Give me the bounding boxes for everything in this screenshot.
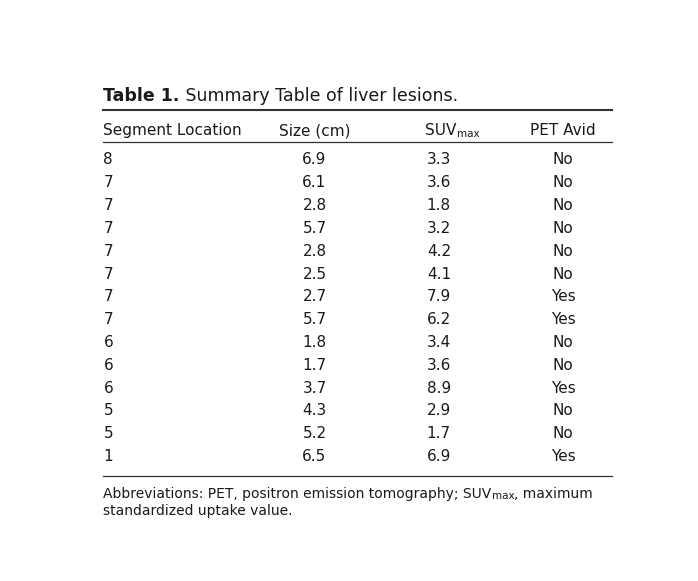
Text: No: No <box>553 152 574 167</box>
Text: No: No <box>553 221 574 236</box>
Text: Yes: Yes <box>551 289 576 304</box>
Text: 6: 6 <box>103 358 113 373</box>
Text: 7: 7 <box>103 198 113 213</box>
Text: 4.3: 4.3 <box>302 403 327 418</box>
Text: 7.9: 7.9 <box>426 289 451 304</box>
Text: 2.8: 2.8 <box>302 244 327 259</box>
Text: Summary Table of liver lesions.: Summary Table of liver lesions. <box>180 87 458 105</box>
Text: Yes: Yes <box>551 312 576 327</box>
Text: Segment Location: Segment Location <box>103 123 242 138</box>
Text: 6.9: 6.9 <box>426 449 451 464</box>
Text: Table 1.: Table 1. <box>103 87 180 105</box>
Text: No: No <box>553 335 574 350</box>
Text: 5: 5 <box>103 426 113 442</box>
Text: max: max <box>491 491 514 501</box>
Text: 6: 6 <box>103 335 113 350</box>
Text: Yes: Yes <box>551 449 576 464</box>
Text: 3.6: 3.6 <box>426 175 451 191</box>
Text: standardized uptake value.: standardized uptake value. <box>103 504 293 518</box>
Text: 3.2: 3.2 <box>426 221 451 236</box>
Text: 5.7: 5.7 <box>302 221 327 236</box>
Text: No: No <box>553 267 574 282</box>
Text: 3.6: 3.6 <box>426 358 451 373</box>
Text: 1.7: 1.7 <box>426 426 451 442</box>
Text: 7: 7 <box>103 175 113 191</box>
Text: Size (cm): Size (cm) <box>279 123 350 138</box>
Text: 8.9: 8.9 <box>426 381 451 396</box>
Text: max: max <box>456 129 480 139</box>
Text: 7: 7 <box>103 289 113 304</box>
Text: SUV: SUV <box>425 123 456 138</box>
Text: 5: 5 <box>103 403 113 418</box>
Text: 6.1: 6.1 <box>302 175 327 191</box>
Text: 2.8: 2.8 <box>302 198 327 213</box>
Text: No: No <box>553 358 574 373</box>
Text: No: No <box>553 426 574 442</box>
Text: 7: 7 <box>103 267 113 282</box>
Text: 6.9: 6.9 <box>302 152 327 167</box>
Text: 2.9: 2.9 <box>426 403 451 418</box>
Text: 1.8: 1.8 <box>302 335 327 350</box>
Text: No: No <box>553 403 574 418</box>
Text: No: No <box>553 175 574 191</box>
Text: 1.7: 1.7 <box>302 358 327 373</box>
Text: Abbreviations: PET, positron emission tomography; SUV: Abbreviations: PET, positron emission to… <box>103 487 491 501</box>
Text: No: No <box>553 244 574 259</box>
Text: 1.8: 1.8 <box>426 198 451 213</box>
Text: Yes: Yes <box>551 381 576 396</box>
Text: 5.2: 5.2 <box>302 426 327 442</box>
Text: 6.5: 6.5 <box>302 449 327 464</box>
Text: 1: 1 <box>103 449 113 464</box>
Text: 6.2: 6.2 <box>426 312 451 327</box>
Text: , maximum: , maximum <box>514 487 593 501</box>
Text: PET Avid: PET Avid <box>530 123 596 138</box>
Text: 5.7: 5.7 <box>302 312 327 327</box>
Text: 3.7: 3.7 <box>302 381 327 396</box>
Text: 7: 7 <box>103 312 113 327</box>
Text: No: No <box>553 198 574 213</box>
Text: 6: 6 <box>103 381 113 396</box>
Text: 2.7: 2.7 <box>302 289 327 304</box>
Text: 3.3: 3.3 <box>426 152 451 167</box>
Text: 8: 8 <box>103 152 113 167</box>
Text: 2.5: 2.5 <box>302 267 327 282</box>
Text: 7: 7 <box>103 221 113 236</box>
Text: 4.1: 4.1 <box>426 267 451 282</box>
Text: 3.4: 3.4 <box>426 335 451 350</box>
Text: 4.2: 4.2 <box>426 244 451 259</box>
Text: 7: 7 <box>103 244 113 259</box>
